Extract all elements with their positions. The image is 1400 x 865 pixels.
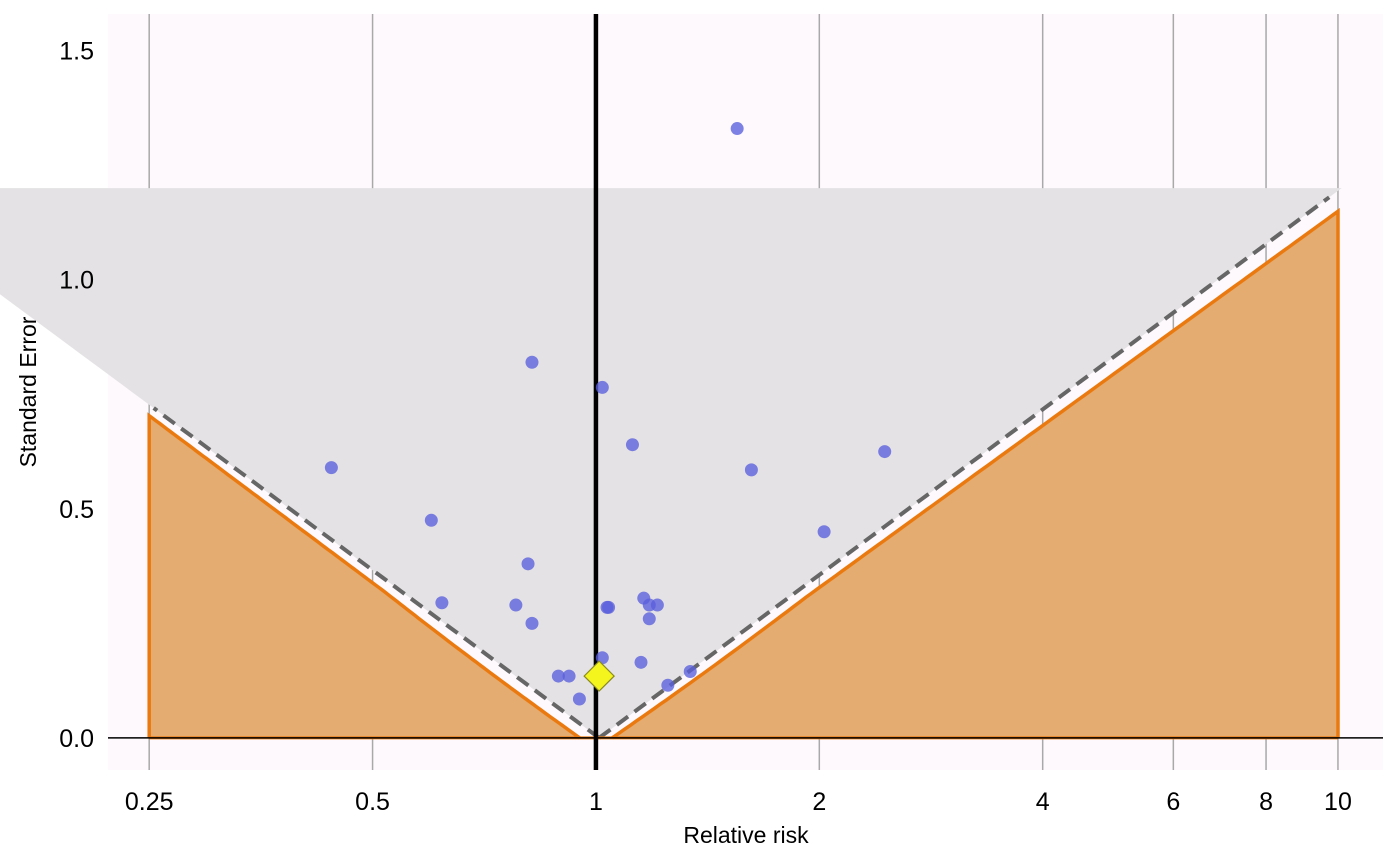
study-point	[683, 664, 697, 678]
study-point	[642, 612, 656, 626]
study-point	[595, 380, 609, 394]
study-point	[661, 678, 675, 692]
funnel-boundary-left	[152, 406, 601, 740]
study-point	[878, 445, 892, 459]
funnel-boundary-right	[597, 195, 1331, 740]
study-point	[525, 616, 539, 630]
x-tick-label: 0.5	[355, 788, 390, 816]
study-point	[521, 557, 535, 571]
study-point	[324, 461, 338, 475]
study-point	[744, 463, 758, 477]
pooled-estimate	[583, 660, 615, 692]
study-point	[602, 600, 616, 614]
study-point	[817, 525, 831, 539]
funnel-area	[0, 188, 1342, 738]
study-point	[572, 692, 586, 706]
study-points	[324, 122, 892, 706]
contour-line-left	[147, 412, 581, 740]
study-point	[625, 438, 639, 452]
study-point	[435, 596, 449, 610]
x-tick-label: 4	[1036, 788, 1050, 816]
y-tick-label: 1.5	[59, 38, 94, 66]
x-axis-ticks: 0.25 0.5 1 2 4 6 8 10	[125, 788, 1352, 816]
x-tick-label: 6	[1166, 788, 1180, 816]
x-tick-label: 8	[1259, 788, 1273, 816]
study-point	[551, 669, 565, 683]
study-point	[642, 598, 656, 612]
x-axis-title: Relative risk	[683, 822, 809, 848]
contour-line-right	[611, 207, 1340, 740]
study-point	[525, 355, 539, 369]
pooled-estimate-group	[583, 660, 615, 692]
x-tick-label: 2	[812, 788, 826, 816]
y-tick-label: 0.5	[59, 496, 94, 524]
funnel-region	[0, 188, 1342, 740]
y-tick-label: 1.0	[59, 267, 94, 295]
x-tick-label: 1	[589, 788, 603, 816]
y-axis-ticks: 0.0 0.5 1.0 1.5	[59, 38, 94, 753]
study-point	[634, 655, 648, 669]
x-tick-label: 0.25	[125, 788, 174, 816]
y-axis-title: Standard Error	[15, 316, 41, 467]
study-point	[509, 598, 523, 612]
study-point	[562, 669, 576, 683]
study-point	[424, 513, 438, 527]
y-tick-label: 0.0	[59, 725, 94, 753]
study-point	[730, 122, 744, 136]
x-tick-label: 10	[1324, 788, 1352, 816]
